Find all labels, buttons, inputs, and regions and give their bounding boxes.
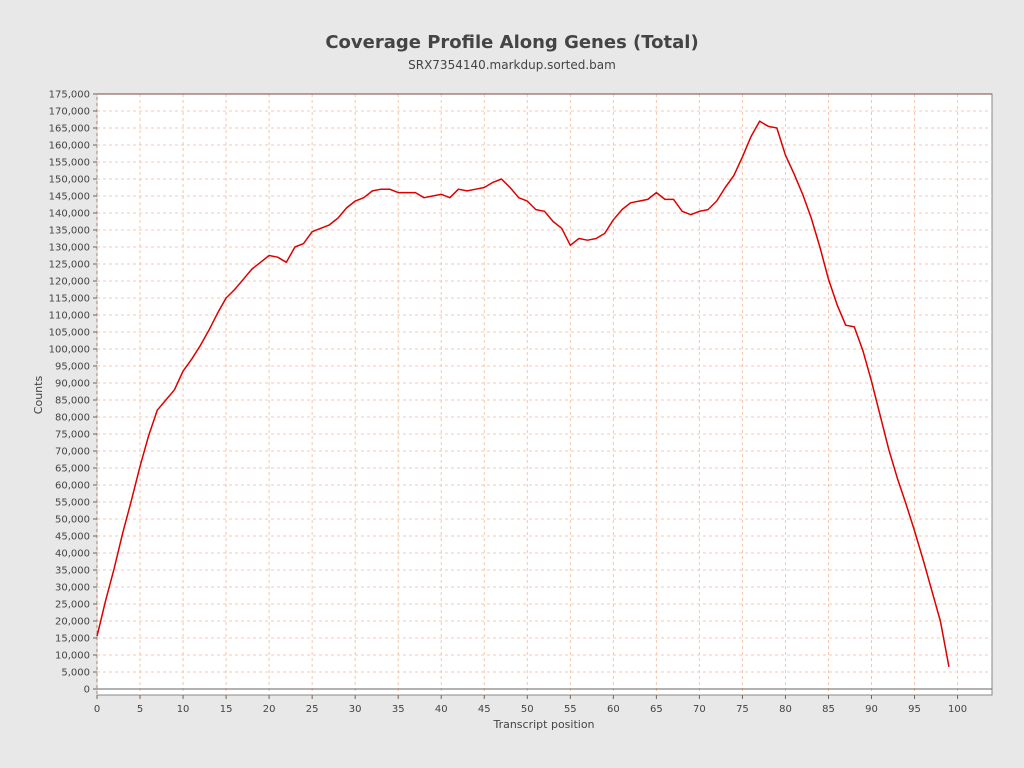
plot-area bbox=[96, 93, 993, 696]
y-tick-label: 45,000 bbox=[55, 532, 90, 543]
y-tick-label: 10,000 bbox=[55, 651, 90, 662]
x-axis-label: Transcript position bbox=[492, 718, 594, 731]
y-tick-label: 5,000 bbox=[61, 668, 90, 679]
chart-subtitle: SRX7354140.markdup.sorted.bam bbox=[408, 58, 616, 72]
series-layer bbox=[96, 120, 950, 668]
y-axis: 0 5,000 10,000 15,000 20,000 25,000 30,000 35,0… bbox=[49, 90, 97, 696]
y-tick-label: 35,000 bbox=[55, 566, 90, 577]
y-tick-label: 140,000 bbox=[49, 209, 90, 220]
y-tick-label: 75,000 bbox=[55, 430, 90, 441]
x-tick-label: 10 bbox=[177, 704, 190, 715]
y-tick-label: 0 bbox=[84, 685, 90, 696]
y-tick-label: 15,000 bbox=[55, 634, 90, 645]
y-tick-label: 105,000 bbox=[49, 328, 90, 339]
y-tick-label: 120,000 bbox=[49, 277, 90, 288]
y-tick-label: 170,000 bbox=[49, 107, 90, 118]
x-tick-label: 25 bbox=[306, 704, 319, 715]
x-axis: 0 5 10 15 20 25 30 35 40 45 50 55 60 65 70 75 80 85 90 95 10… bbox=[94, 93, 992, 715]
x-tick-label: 30 bbox=[349, 704, 362, 715]
x-tick-label: 80 bbox=[779, 704, 792, 715]
x-tick-label: 45 bbox=[478, 704, 491, 715]
x-tick-label: 40 bbox=[435, 704, 448, 715]
x-tick-label: 70 bbox=[693, 704, 706, 715]
x-tick-label: 20 bbox=[263, 704, 276, 715]
series-line bbox=[96, 120, 950, 668]
x-tick-label: 15 bbox=[220, 704, 233, 715]
y-tick-label: 70,000 bbox=[55, 447, 90, 458]
y-tick-label: 155,000 bbox=[49, 158, 90, 169]
y-tick-label: 20,000 bbox=[55, 617, 90, 628]
y-tick-label: 135,000 bbox=[49, 226, 90, 237]
y-axis-label: Counts bbox=[32, 376, 45, 415]
y-tick-label: 175,000 bbox=[49, 90, 90, 101]
x-tick-label: 55 bbox=[564, 704, 577, 715]
x-tick-label: 95 bbox=[908, 704, 921, 715]
y-tick-label: 115,000 bbox=[49, 294, 90, 305]
y-tick-label: 80,000 bbox=[55, 413, 90, 424]
y-tick-label: 30,000 bbox=[55, 583, 90, 594]
x-tick-label: 0 bbox=[94, 704, 100, 715]
y-tick-label: 85,000 bbox=[55, 396, 90, 407]
y-tick-label: 95,000 bbox=[55, 362, 90, 373]
y-tick-label: 90,000 bbox=[55, 379, 90, 390]
x-tick-label: 5 bbox=[137, 704, 143, 715]
grid-lines bbox=[96, 93, 992, 695]
y-tick-label: 125,000 bbox=[49, 260, 90, 271]
y-tick-label: 110,000 bbox=[49, 311, 90, 322]
y-tick-label: 100,000 bbox=[49, 345, 90, 356]
y-tick-label: 165,000 bbox=[49, 124, 90, 135]
x-tick-label: 85 bbox=[822, 704, 835, 715]
y-tick-label: 40,000 bbox=[55, 549, 90, 560]
y-tick-label: 50,000 bbox=[55, 515, 90, 526]
y-tick-label: 60,000 bbox=[55, 481, 90, 492]
y-tick-label: 130,000 bbox=[49, 243, 90, 254]
y-tick-label: 55,000 bbox=[55, 498, 90, 509]
y-tick-label: 160,000 bbox=[49, 141, 90, 152]
y-tick-label: 150,000 bbox=[49, 175, 90, 186]
x-tick-label: 50 bbox=[521, 704, 534, 715]
x-tick-label: 75 bbox=[736, 704, 749, 715]
y-tick-label: 65,000 bbox=[55, 464, 90, 475]
x-tick-label: 60 bbox=[607, 704, 620, 715]
x-tick-label: 35 bbox=[392, 704, 405, 715]
x-tick-label: 100 bbox=[948, 704, 967, 715]
chart-title: Coverage Profile Along Genes (Total) bbox=[325, 32, 698, 53]
x-tick-label: 90 bbox=[865, 704, 878, 715]
y-tick-label: 25,000 bbox=[55, 600, 90, 611]
y-tick-label: 145,000 bbox=[49, 192, 90, 203]
x-tick-label: 65 bbox=[650, 704, 663, 715]
